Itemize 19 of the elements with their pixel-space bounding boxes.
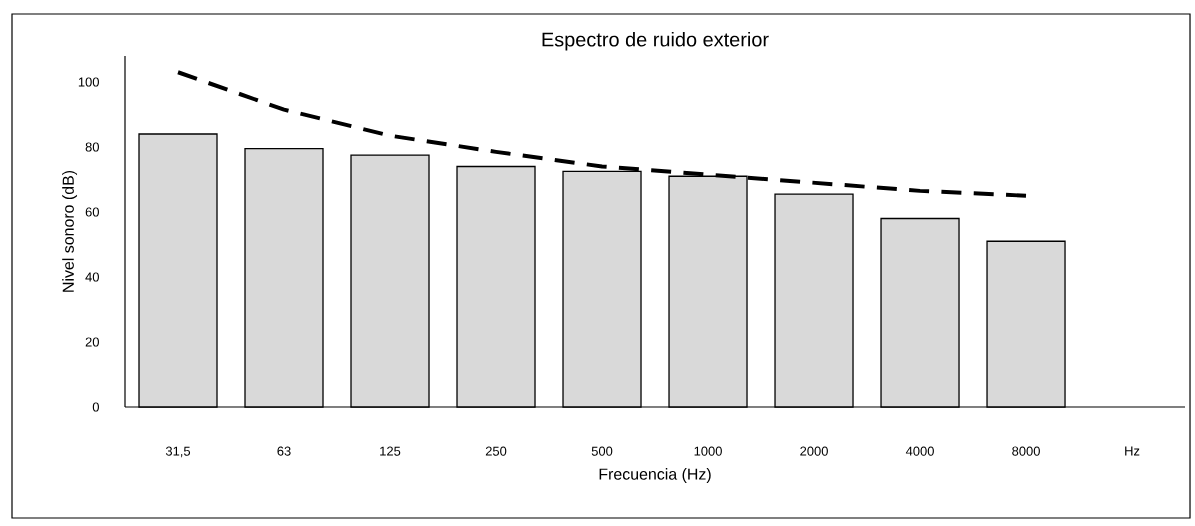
x-tick-label: 4000 xyxy=(905,446,934,456)
chart-title: Espectro de ruido exterior xyxy=(542,31,769,51)
y-tick-label: 40 xyxy=(85,272,99,282)
y-tick-label: 60 xyxy=(85,207,99,217)
x-axis-title: Frecuencia (Hz) xyxy=(599,468,711,483)
x-tick-label: 500 xyxy=(591,446,613,456)
x-tick-label: 31,5 xyxy=(165,446,191,458)
y-tick-label: 20 xyxy=(85,337,99,347)
x-tick-label: 63 xyxy=(277,446,291,456)
y-tick-label: 100 xyxy=(78,77,99,87)
y-tick-label: 80 xyxy=(85,142,99,152)
y-tick-label: 0 xyxy=(92,402,99,412)
x-tick-label: Hz xyxy=(1125,446,1140,456)
y-axis-title: Nivel sonoro (dB) xyxy=(62,170,78,292)
x-tick-label: 2000 xyxy=(800,446,828,456)
x-tick-label: 1000 xyxy=(694,446,722,456)
x-tick-label: 125 xyxy=(380,446,401,456)
x-tick-label: 8000 xyxy=(1012,446,1040,456)
x-tick-label: 250 xyxy=(485,446,507,456)
